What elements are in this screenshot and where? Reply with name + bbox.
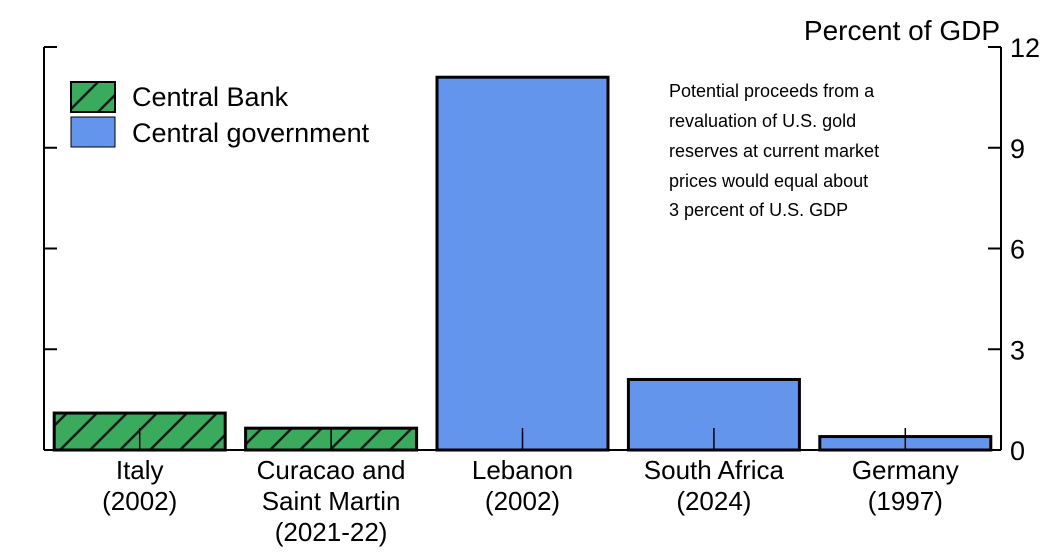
annotation-line: Potential proceeds from a <box>669 81 875 101</box>
legend: Central Bank Central government <box>70 81 370 148</box>
x-tick-label: (2024) <box>676 486 751 516</box>
x-tick-label: Lebanon <box>472 455 573 485</box>
annotation-line: revaluation of U.S. gold <box>669 111 856 131</box>
y-tick-label: 6 <box>1010 235 1025 265</box>
legend-label-central-bank: Central Bank <box>132 82 289 112</box>
x-tick-label: Curacao and <box>257 455 406 485</box>
legend-label-central-government: Central government <box>132 118 370 148</box>
annotation-note: Potential proceeds from a revaluation of… <box>669 81 879 220</box>
legend-swatch-central-government <box>70 116 116 148</box>
y-tick-label: 9 <box>1010 134 1025 164</box>
y-tick-label: 12 <box>1010 33 1040 63</box>
annotation-line: 3 percent of U.S. GDP <box>669 200 848 220</box>
x-tick-label: (2002) <box>102 486 177 516</box>
y-tick-label: 3 <box>1010 335 1025 365</box>
legend-swatch-central-bank <box>70 81 116 113</box>
x-tick-label: South Africa <box>644 455 785 485</box>
bar-central-government <box>435 75 610 452</box>
annotation-line: prices would equal about <box>669 171 868 191</box>
x-tick-label: (2021-22) <box>275 517 388 547</box>
y-ticks: 0 3 6 9 12 <box>44 33 1040 466</box>
annotation-line: reserves at current market <box>669 141 879 161</box>
x-tick-label: (2002) <box>485 486 560 516</box>
x-tick-label: Germany <box>852 455 959 485</box>
y-axis-unit-label: Percent of GDP <box>804 15 1000 46</box>
category-ticks <box>138 428 907 450</box>
x-tick-label: Italy <box>116 455 164 485</box>
y-tick-label: 0 <box>1010 436 1025 466</box>
x-tick-label: (1997) <box>868 486 943 516</box>
x-tick-label: Saint Martin <box>262 486 401 516</box>
